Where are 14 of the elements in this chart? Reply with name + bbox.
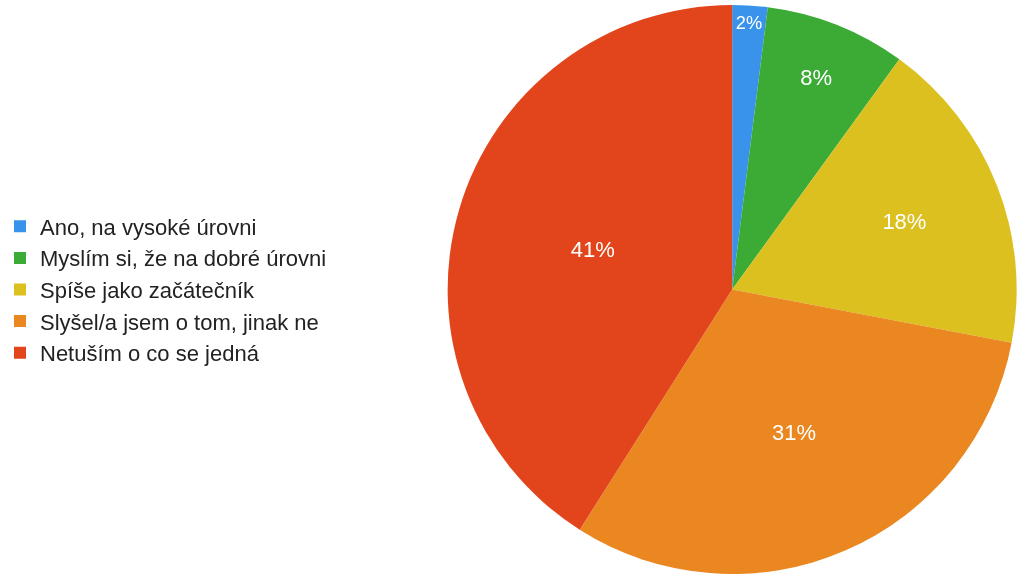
data-label: 18%	[882, 208, 927, 234]
pie-slice	[732, 59, 1017, 343]
legend-label: Spíše jako začátečník	[40, 278, 256, 304]
data-label: 41%	[570, 236, 615, 262]
legend-label: Ano, na vysoké úrovni	[40, 214, 257, 240]
data-label: 2%	[735, 11, 763, 33]
pie-slice	[732, 5, 768, 290]
legend-label: Netuším o co se jedná	[40, 341, 260, 367]
pie-slice	[447, 5, 733, 530]
data-label: 8%	[800, 65, 832, 91]
data-label: 31%	[771, 419, 817, 445]
pie-slice	[579, 289, 1012, 574]
legend-label: Myslím si, že na dobré úrovni	[40, 246, 327, 272]
legend-label: Slyšel/a jsem o tom, jinak ne	[40, 309, 319, 335]
